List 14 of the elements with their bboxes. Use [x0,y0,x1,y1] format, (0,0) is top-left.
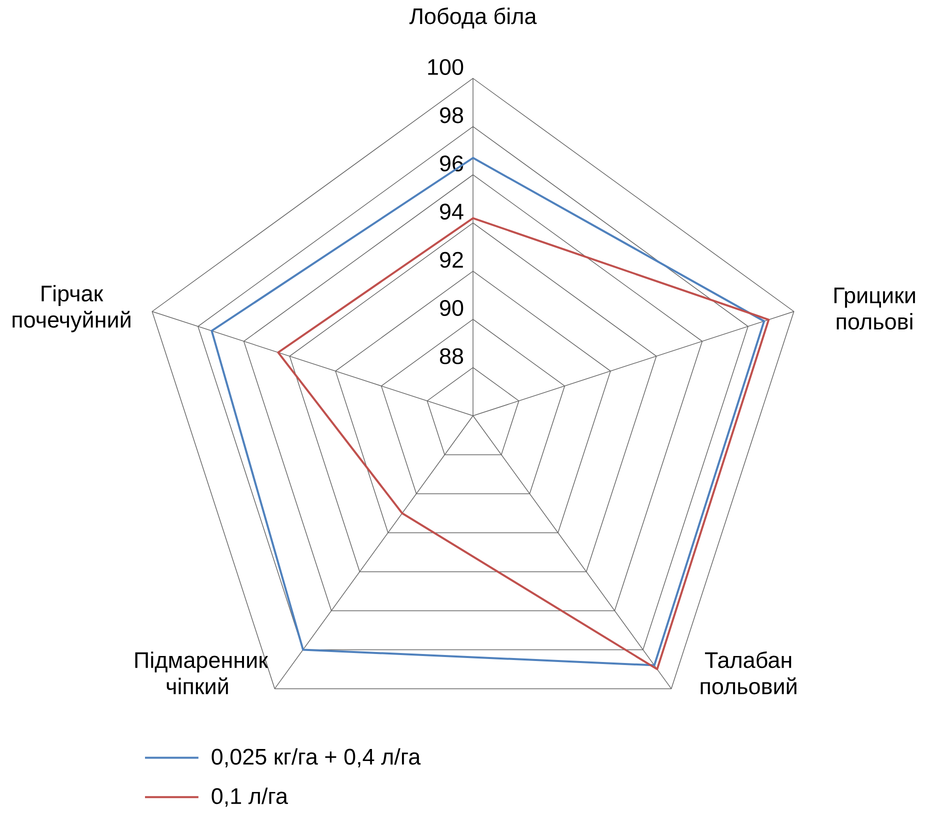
legend-label: 0,1 л/га [212,787,288,807]
spoke-label: Гірчак почечуйний [12,284,130,332]
y-tick-label: 92 [440,252,463,268]
spoke-label: Лобода біла [409,7,537,28]
y-tick-label: 96 [440,155,464,172]
y-tick-label: 94 [440,204,464,220]
y-tick-label: 88 [440,348,464,364]
spoke-label: Грицики польові [834,288,915,330]
spoke-label: Підмаренник чіпкий [135,651,268,694]
y-tick-label: 98 [440,107,464,124]
legend-label: 0,025 кг/га + 0,4 л/га [212,748,421,768]
spoke-label: Талабан польовий [700,651,796,694]
y-tick-label: 100 [428,58,464,75]
y-tick-label: 90 [440,300,464,316]
